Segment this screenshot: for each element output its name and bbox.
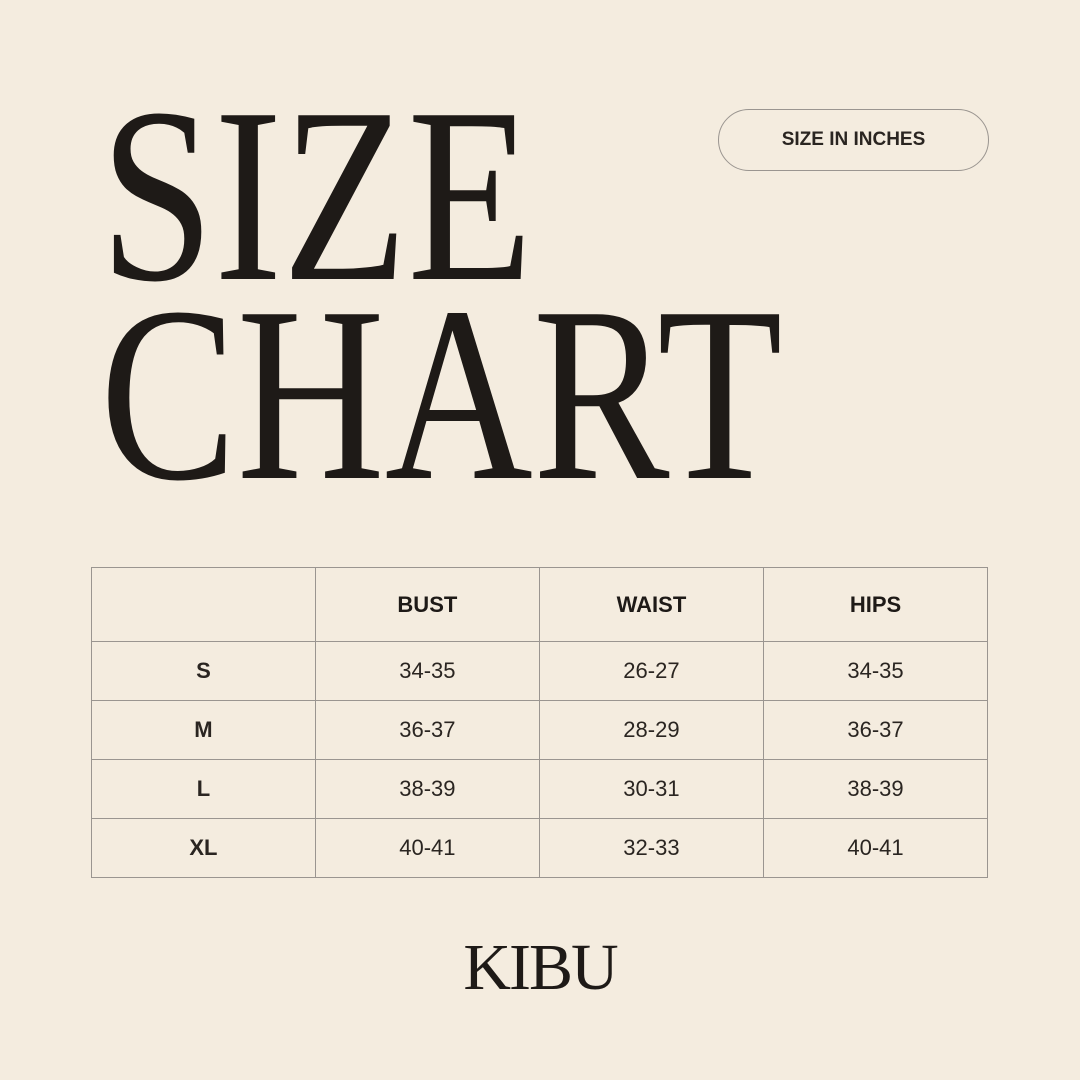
table-cell: 36-37 bbox=[762, 700, 989, 760]
table-header-row: BUST WAIST HIPS bbox=[91, 567, 989, 642]
table-row: M 36-37 28-29 36-37 bbox=[91, 700, 989, 760]
header-cell: WAIST bbox=[538, 567, 764, 642]
size-table: BUST WAIST HIPS S 34-35 26-27 34-35 M 36… bbox=[91, 567, 989, 878]
title-line-1: SIZE bbox=[100, 57, 533, 334]
table-cell: 34-35 bbox=[314, 641, 540, 701]
size-cell: L bbox=[91, 759, 316, 819]
table-cell: 26-27 bbox=[538, 641, 764, 701]
table-cell: 32-33 bbox=[538, 818, 764, 878]
header-cell: HIPS bbox=[762, 567, 989, 642]
table-cell: 40-41 bbox=[762, 818, 989, 878]
table-cell: 38-39 bbox=[762, 759, 989, 819]
table-cell: 36-37 bbox=[314, 700, 540, 760]
table-row: S 34-35 26-27 34-35 bbox=[91, 641, 989, 701]
table-row: XL 40-41 32-33 40-41 bbox=[91, 818, 989, 878]
table-row: L 38-39 30-31 38-39 bbox=[91, 759, 989, 819]
size-cell: S bbox=[91, 641, 316, 701]
table-cell: 40-41 bbox=[314, 818, 540, 878]
table-cell: 38-39 bbox=[314, 759, 540, 819]
header-cell bbox=[91, 567, 316, 642]
title-line-2: CHART bbox=[100, 256, 783, 533]
brand-logo: KIBU bbox=[463, 931, 618, 1004]
table-cell: 28-29 bbox=[538, 700, 764, 760]
size-cell: XL bbox=[91, 818, 316, 878]
table-cell: 30-31 bbox=[538, 759, 764, 819]
unit-badge: SIZE IN INCHES bbox=[718, 109, 989, 171]
table-cell: 34-35 bbox=[762, 641, 989, 701]
size-cell: M bbox=[91, 700, 316, 760]
header-cell: BUST bbox=[314, 567, 540, 642]
